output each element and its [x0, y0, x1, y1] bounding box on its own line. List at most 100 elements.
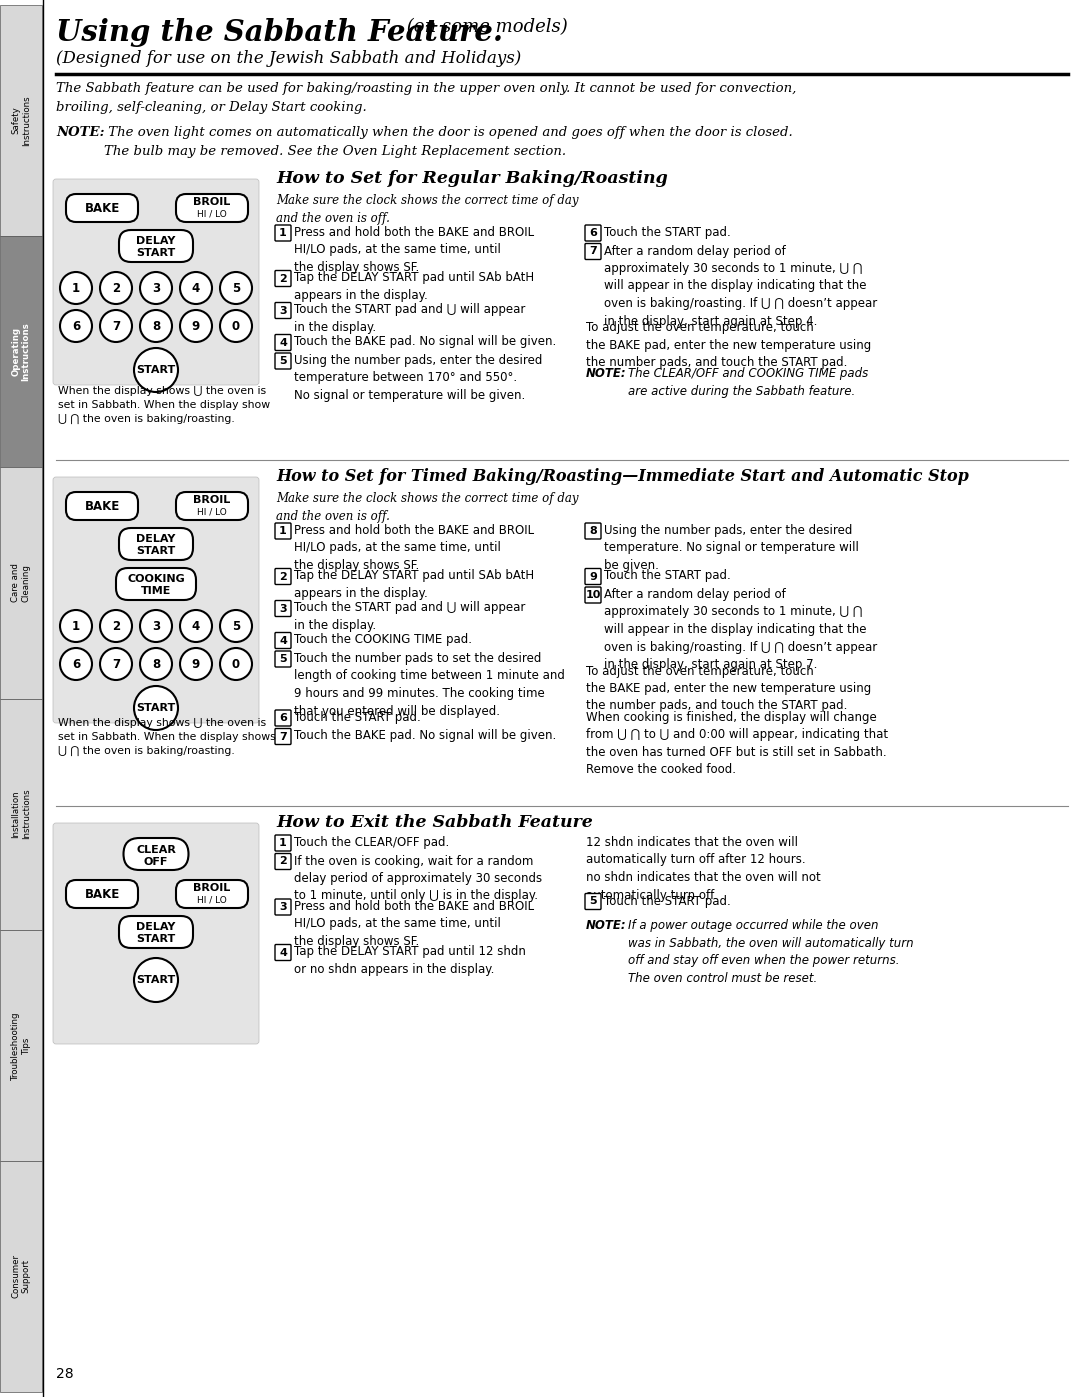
Text: 2: 2: [279, 571, 287, 581]
Text: To adjust the oven temperature, touch
the BAKE pad, enter the new temperature us: To adjust the oven temperature, touch th…: [586, 321, 872, 369]
Text: 3: 3: [280, 902, 287, 912]
FancyBboxPatch shape: [275, 900, 291, 915]
Text: Touch the START pad and ⋃ will appear
in the display.: Touch the START pad and ⋃ will appear in…: [294, 303, 525, 334]
Text: If the oven is cooking, wait for a random
delay period of approximately 30 secon: If the oven is cooking, wait for a rando…: [294, 855, 542, 902]
Text: Using the number pads, enter the desired
temperature between 170° and 550°.
No s: Using the number pads, enter the desired…: [294, 353, 542, 402]
FancyBboxPatch shape: [53, 476, 259, 724]
Circle shape: [134, 348, 178, 393]
Text: HI / LO: HI / LO: [198, 210, 227, 218]
Text: 12 shdn indicates that the oven will
automatically turn off after 12 hours.
no s: 12 shdn indicates that the oven will aut…: [586, 835, 821, 901]
Text: BAKE: BAKE: [84, 887, 120, 901]
Circle shape: [100, 310, 132, 342]
FancyBboxPatch shape: [585, 243, 600, 260]
Text: DELAY: DELAY: [136, 236, 176, 246]
Text: 6: 6: [72, 320, 80, 332]
FancyBboxPatch shape: [275, 944, 291, 961]
Text: OFF: OFF: [144, 856, 168, 868]
Text: DELAY: DELAY: [136, 534, 176, 543]
Text: START: START: [136, 546, 176, 556]
FancyBboxPatch shape: [585, 522, 600, 539]
Text: How to Set for Regular Baking/Roasting: How to Set for Regular Baking/Roasting: [276, 170, 667, 187]
Circle shape: [220, 310, 252, 342]
Text: Touch the START pad.: Touch the START pad.: [604, 226, 731, 239]
Circle shape: [134, 958, 178, 1002]
Text: (on some models): (on some models): [401, 18, 568, 36]
Circle shape: [60, 272, 92, 305]
Text: 3: 3: [280, 604, 287, 613]
Text: 4: 4: [192, 619, 200, 633]
Text: 4: 4: [192, 282, 200, 295]
Text: 3: 3: [152, 619, 160, 633]
Text: Consumer
Support: Consumer Support: [11, 1255, 30, 1298]
Text: 7: 7: [279, 732, 287, 742]
Text: TIME: TIME: [140, 585, 172, 597]
FancyBboxPatch shape: [585, 225, 600, 242]
FancyBboxPatch shape: [275, 728, 291, 745]
FancyBboxPatch shape: [66, 492, 138, 520]
Text: How to Exit the Sabbath Feature: How to Exit the Sabbath Feature: [276, 814, 593, 831]
Text: 6: 6: [72, 658, 80, 671]
Text: 1: 1: [279, 838, 287, 848]
Text: 9: 9: [192, 658, 200, 671]
FancyBboxPatch shape: [275, 271, 291, 286]
FancyBboxPatch shape: [275, 710, 291, 726]
Text: NOTE:: NOTE:: [586, 919, 626, 932]
FancyBboxPatch shape: [275, 334, 291, 351]
Circle shape: [134, 686, 178, 731]
Text: Touch the CLEAR/OFF pad.: Touch the CLEAR/OFF pad.: [294, 835, 449, 849]
FancyBboxPatch shape: [275, 651, 291, 666]
FancyBboxPatch shape: [275, 569, 291, 584]
Text: 2: 2: [112, 619, 120, 633]
Text: To adjust the oven temperature, touch
the BAKE pad, enter the new temperature us: To adjust the oven temperature, touch th…: [586, 665, 872, 712]
Circle shape: [60, 648, 92, 680]
Text: Press and hold both the BAKE and BROIL
HI/LO pads, at the same time, until
the d: Press and hold both the BAKE and BROIL H…: [294, 524, 535, 571]
Text: 7: 7: [112, 320, 120, 332]
Text: 3: 3: [280, 306, 287, 316]
Text: START: START: [136, 935, 176, 944]
Text: 0: 0: [232, 658, 240, 671]
Circle shape: [220, 272, 252, 305]
Text: Tap the DELAY START pad until SAb bAtH
appears in the display.: Tap the DELAY START pad until SAb bAtH a…: [294, 570, 535, 599]
Text: Touch the START pad.: Touch the START pad.: [604, 894, 731, 908]
FancyBboxPatch shape: [275, 353, 291, 369]
Text: 2: 2: [112, 282, 120, 295]
Text: 4: 4: [279, 338, 287, 348]
Text: 9: 9: [192, 320, 200, 332]
Text: CLEAR: CLEAR: [136, 845, 176, 855]
FancyBboxPatch shape: [119, 528, 193, 560]
Circle shape: [100, 610, 132, 643]
Text: 3: 3: [152, 282, 160, 295]
Bar: [0, 1161, 42, 1391]
Text: COOKING: COOKING: [127, 574, 185, 584]
Text: 2: 2: [279, 274, 287, 284]
Text: Touch the START pad.: Touch the START pad.: [294, 711, 421, 724]
Text: 2: 2: [279, 856, 287, 866]
Text: Touch the COOKING TIME pad.: Touch the COOKING TIME pad.: [294, 633, 472, 647]
Text: Tap the DELAY START pad until 12 shdn
or no shdn appears in the display.: Tap the DELAY START pad until 12 shdn or…: [294, 946, 526, 977]
Text: START: START: [136, 365, 176, 374]
Text: Safety
Instructions: Safety Instructions: [11, 95, 30, 145]
Text: BAKE: BAKE: [84, 201, 120, 215]
Text: 6: 6: [589, 228, 597, 237]
Circle shape: [140, 272, 172, 305]
Text: 9: 9: [589, 571, 597, 581]
Text: When the display shows ⋃ the oven is
set in Sabbath. When the display shows
⋃ ⋂ : When the display shows ⋃ the oven is set…: [58, 718, 275, 756]
Text: 0: 0: [232, 320, 240, 332]
Text: Make sure the clock shows the correct time of day
and the oven is off.: Make sure the clock shows the correct ti…: [276, 492, 579, 522]
Circle shape: [180, 648, 212, 680]
Text: Touch the number pads to set the desired
length of cooking time between 1 minute: Touch the number pads to set the desired…: [294, 652, 565, 718]
Text: BROIL: BROIL: [193, 883, 231, 893]
Circle shape: [220, 610, 252, 643]
Text: Touch the START pad.: Touch the START pad.: [604, 570, 731, 583]
FancyBboxPatch shape: [176, 492, 248, 520]
Text: Make sure the clock shows the correct time of day
and the oven is off.: Make sure the clock shows the correct ti…: [276, 194, 579, 225]
Text: 8: 8: [589, 527, 597, 536]
FancyBboxPatch shape: [66, 194, 138, 222]
Circle shape: [60, 610, 92, 643]
Text: If a power outage occurred while the oven
was in Sabbath, the oven will automati: If a power outage occurred while the ove…: [627, 919, 914, 985]
Text: 5: 5: [280, 654, 287, 664]
Text: The oven light comes on automatically when the door is opened and goes off when : The oven light comes on automatically wh…: [104, 126, 793, 158]
Text: Installation
Instructions: Installation Instructions: [11, 789, 30, 840]
Text: START: START: [136, 249, 176, 258]
Text: 5: 5: [590, 897, 597, 907]
